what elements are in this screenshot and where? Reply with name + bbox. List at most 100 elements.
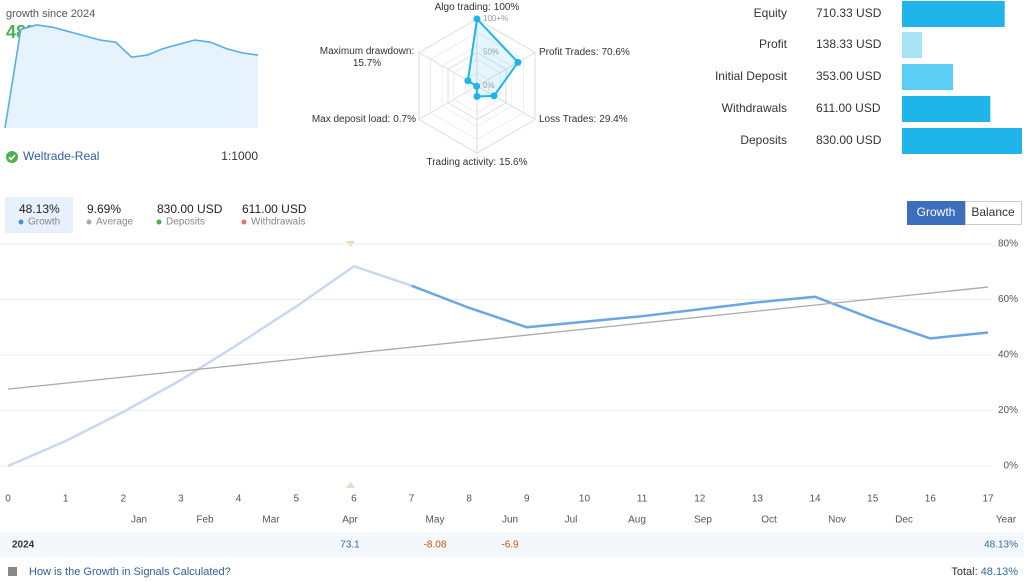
growth-button[interactable] — [907, 201, 965, 225]
bar-value-label: 138.33 USD — [816, 37, 882, 51]
series-line — [7, 264, 412, 468]
y-tick-label: 40% — [998, 350, 1018, 361]
bar-category: Profit — [759, 37, 788, 51]
bar-value-label: 710.33 USD — [816, 6, 882, 20]
radar-point — [490, 92, 498, 100]
radar-category: Algo trading: — [435, 2, 491, 13]
growth-button-label[interactable]: Growth — [917, 205, 956, 219]
stat-value: 611.00 USD — [242, 202, 307, 216]
table-column: Jul — [565, 515, 578, 526]
y-tick-label: 60% — [998, 294, 1018, 305]
table-column: Jun — [502, 515, 518, 526]
stat-dot — [156, 219, 162, 225]
table-column: Oct — [761, 515, 777, 526]
table-cell: 48.13% — [984, 540, 1018, 551]
x-tick-label: 16 — [925, 494, 937, 505]
radar-tick-label: 100+% — [483, 14, 508, 23]
x-tick-label: 14 — [809, 494, 821, 505]
stat-label: Withdrawals — [251, 217, 305, 228]
table-column: May — [426, 515, 445, 526]
radar-spoke — [476, 52, 536, 87]
table-column: Feb — [196, 515, 214, 526]
stat-value: 830.00 USD — [157, 202, 223, 216]
radar-value-label: 29.4% — [599, 114, 627, 125]
radar-value-label: 0.7% — [393, 114, 416, 125]
stat-dot — [18, 219, 24, 225]
radar-value-label: 100% — [494, 2, 520, 13]
table-column: Aug — [628, 515, 646, 526]
bar — [902, 128, 1022, 154]
radar-label: Algo trading: 100% — [435, 2, 520, 13]
radar-point — [473, 92, 481, 100]
verified-icon — [6, 151, 18, 163]
x-tick-label: 15 — [867, 494, 879, 505]
x-tick-label: 1 — [63, 494, 69, 505]
total: Total: 48.13% — [951, 566, 1018, 578]
x-tick-label: 7 — [409, 494, 415, 505]
x-tick-label: 8 — [466, 494, 472, 505]
radar-label: Trading activity: 15.6% — [426, 157, 527, 168]
x-tick-label: 3 — [178, 494, 184, 505]
help-link[interactable]: How is the Growth in Signals Calculated? — [29, 566, 231, 578]
radar-point — [514, 58, 522, 66]
table-cell: -8.08 — [424, 540, 447, 551]
table-column: Sep — [694, 515, 712, 526]
stat-dot — [86, 219, 92, 225]
radar-category: Profit Trades: — [539, 47, 598, 58]
radar-value-label: 70.6% — [601, 47, 629, 58]
stat-label: Average — [96, 217, 134, 228]
y-tick-label: 80% — [998, 239, 1018, 250]
x-tick-label: 10 — [579, 494, 591, 505]
stat-dot — [241, 219, 247, 225]
total-value: 48.13% — [981, 566, 1019, 578]
radar-category: Trading activity: — [426, 157, 496, 168]
table-column: Dec — [895, 515, 913, 526]
stat-value: 9.69% — [87, 202, 121, 216]
account-name[interactable]: Weltrade-Real — [23, 149, 99, 163]
table-column: Year — [996, 515, 1017, 526]
bar-value-label: 830.00 USD — [816, 133, 882, 147]
row-label: 2024 — [12, 540, 35, 551]
radar-label: Loss Trades: 29.4% — [539, 114, 628, 125]
table-column: Mar — [262, 515, 280, 526]
bar — [902, 1, 1005, 27]
x-tick-label: 12 — [694, 494, 706, 505]
x-tick-label: 6 — [351, 494, 357, 505]
balance-button-label[interactable]: Balance — [971, 205, 1015, 219]
radar-value-label: 15.7% — [353, 58, 381, 69]
help-icon — [8, 567, 17, 576]
verified-check — [8, 154, 16, 161]
y-tick-label: 20% — [998, 405, 1018, 416]
stat-label: Deposits — [166, 217, 205, 228]
table-column: Jan — [131, 515, 147, 526]
sparkline — [4, 24, 259, 129]
balance-button[interactable] — [965, 201, 1022, 225]
x-tick-label: 2 — [121, 494, 127, 505]
table-column: Apr — [342, 515, 358, 526]
x-tick-label: 13 — [752, 494, 764, 505]
radar-point — [473, 82, 481, 90]
bar-category: Deposits — [740, 133, 787, 147]
radar-value-label: 15.6% — [499, 157, 527, 168]
series-line — [411, 284, 989, 340]
x-tick-label: 9 — [524, 494, 530, 505]
x-tick-label: 11 — [637, 494, 648, 505]
bar-category: Initial Deposit — [715, 69, 788, 83]
table-row-bg — [0, 532, 1024, 558]
x-tick-label: 0 — [5, 494, 11, 505]
stat-value: 48.13% — [19, 202, 60, 216]
active-tab[interactable] — [5, 197, 73, 233]
radar-spoke — [418, 85, 478, 120]
x-tick-label: 4 — [236, 494, 242, 505]
total-label: Total: — [951, 566, 977, 578]
bar — [902, 32, 922, 58]
sparkline-area — [5, 25, 258, 128]
x-tick-label: 5 — [293, 494, 299, 505]
bar — [902, 64, 954, 90]
stat-label: Growth — [28, 217, 60, 228]
leverage: 1:1000 — [221, 149, 258, 163]
radar-label: Max deposit load: 0.7% — [312, 114, 416, 125]
event-marker-bottom — [346, 482, 355, 488]
